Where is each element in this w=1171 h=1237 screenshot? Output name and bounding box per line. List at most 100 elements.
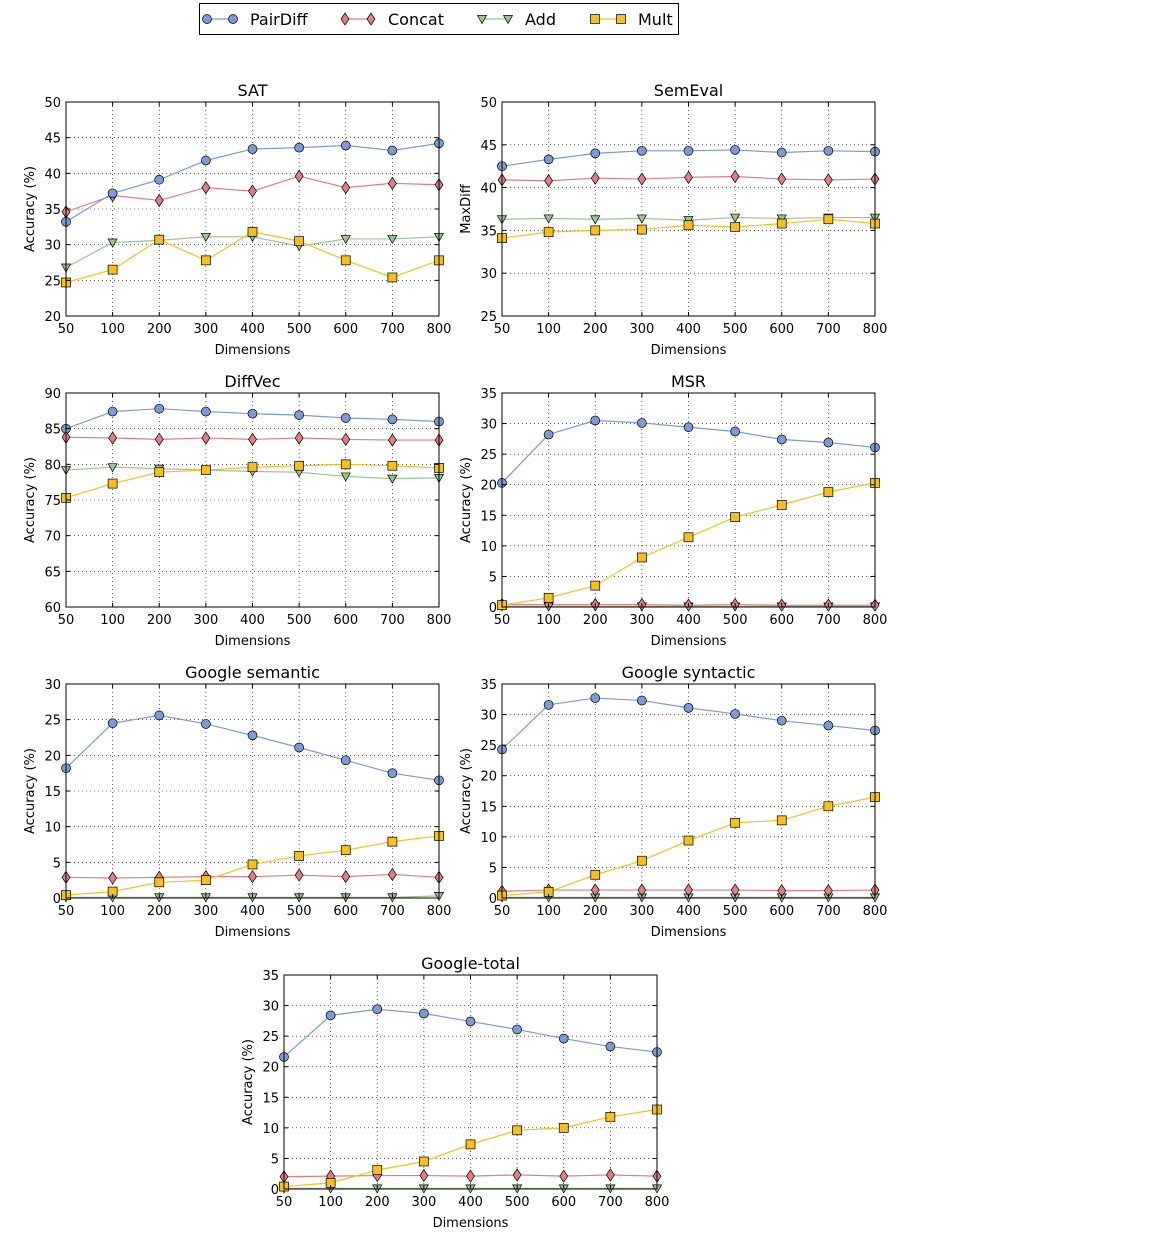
plot-area xyxy=(66,393,439,607)
point-mult xyxy=(247,462,258,473)
y-tick-label: 15 xyxy=(262,1091,279,1106)
x-tick-label: 400 xyxy=(240,613,265,628)
point-pairdiff xyxy=(823,145,834,156)
point-concat xyxy=(466,1169,475,1183)
y-tick-label: 0 xyxy=(489,892,497,907)
x-axis-label: Dimensions xyxy=(433,1216,509,1231)
x-axis-label: Dimensions xyxy=(651,343,727,358)
y-axis-label: Accuracy (%) xyxy=(241,1039,256,1125)
x-tick-label: 400 xyxy=(240,904,265,919)
x-tick-label: 300 xyxy=(629,613,654,628)
y-tick-label: 35 xyxy=(262,969,279,984)
chart-google-semantic: 50 100 200 300 400 500 600 700 800 0 5 10 15 20 25 30 Go… xyxy=(23,663,451,940)
x-tick-label: 500 xyxy=(723,322,748,337)
point-mult xyxy=(201,875,211,886)
point-pairdiff xyxy=(512,1024,522,1035)
y-tick-label: 0 xyxy=(53,892,61,907)
x-axis-label: Dimensions xyxy=(215,634,291,649)
chart-title: Google semantic xyxy=(185,663,320,682)
point-pairdiff xyxy=(543,429,554,440)
y-axis-label: Accuracy (%) xyxy=(459,748,474,834)
point-concat xyxy=(419,1168,429,1183)
x-tick-label: 50 xyxy=(58,904,75,919)
point-mult xyxy=(201,465,211,475)
point-mult xyxy=(340,845,351,856)
point-pairdiff xyxy=(340,140,351,151)
x-tick-label: 700 xyxy=(380,613,405,628)
y-tick-label: 40 xyxy=(480,182,497,197)
chart-google-syntactic: 50 100 200 300 400 500 600 700 800 0 5 10 15 20 25 30 35… xyxy=(459,663,887,940)
point-mult xyxy=(823,487,834,497)
legend-label-add: Add xyxy=(525,10,556,29)
x-tick-label: 300 xyxy=(193,613,218,628)
y-tick-label: 50 xyxy=(480,96,497,111)
point-concat xyxy=(154,193,164,208)
point-concat xyxy=(387,176,397,190)
x-tick-label: 50 xyxy=(58,613,75,628)
point-pairdiff xyxy=(387,145,398,156)
point-concat xyxy=(823,173,833,187)
point-mult xyxy=(294,851,304,861)
x-tick-label: 400 xyxy=(676,322,701,337)
point-pairdiff xyxy=(294,742,304,753)
point-mult xyxy=(776,218,787,229)
y-tick-label: 80 xyxy=(44,458,61,473)
x-tick-label: 500 xyxy=(287,904,312,919)
legend-item-add: Add xyxy=(476,10,556,29)
chart-title: MSR xyxy=(671,372,706,391)
point-pairdiff xyxy=(107,718,118,729)
y-tick-label: 35 xyxy=(44,203,61,218)
x-tick-label: 200 xyxy=(365,1195,390,1210)
x-tick-label: 800 xyxy=(427,322,452,337)
legend-item-pairdiff: PairDiff xyxy=(202,10,309,29)
x-tick-label: 700 xyxy=(816,904,841,919)
point-pairdiff xyxy=(154,403,165,414)
point-concat xyxy=(341,180,351,195)
y-axis-label: Accuracy (%) xyxy=(23,748,38,834)
point-concat xyxy=(387,867,397,882)
point-mult xyxy=(512,1125,522,1136)
point-pairdiff xyxy=(340,755,351,766)
y-axis-label: Accuracy (%) xyxy=(23,166,38,252)
point-concat xyxy=(294,169,304,183)
x-tick-label: 800 xyxy=(863,904,888,919)
point-add xyxy=(543,214,554,224)
point-pairdiff xyxy=(590,148,601,159)
legend-item-mult: Mult xyxy=(590,10,673,29)
chart-sat: 50 100 200 300 400 500 600 700 800 20 25 30 35 40 45 50… xyxy=(23,81,451,358)
x-axis-label: Dimensions xyxy=(215,343,291,358)
x-tick-label: 100 xyxy=(100,613,125,628)
x-tick-label: 600 xyxy=(333,322,358,337)
y-tick-label: 30 xyxy=(262,1000,279,1015)
x-tick-label: 800 xyxy=(427,613,452,628)
y-tick-label: 5 xyxy=(271,1152,279,1167)
point-concat xyxy=(248,869,257,884)
x-tick-label: 400 xyxy=(676,904,701,919)
chart-diffvec: 50 100 200 300 400 500 600 700 800 60 65 70 75 80 85 90… xyxy=(23,372,451,649)
y-tick-label: 25 xyxy=(44,274,61,289)
point-concat xyxy=(201,180,211,195)
x-tick-label: 300 xyxy=(193,322,218,337)
x-tick-label: 800 xyxy=(863,613,888,628)
point-mult xyxy=(558,1123,569,1133)
point-concat xyxy=(559,1169,569,1183)
point-mult xyxy=(340,255,351,266)
series-layer xyxy=(60,403,445,503)
x-axis-label: Dimensions xyxy=(215,925,291,940)
point-add xyxy=(107,238,118,248)
point-pairdiff xyxy=(247,408,258,419)
legend-label-mult: Mult xyxy=(638,10,673,29)
x-tick-label: 600 xyxy=(333,613,358,628)
point-mult xyxy=(107,264,118,275)
plot-area xyxy=(284,975,657,1189)
y-tick-label: 5 xyxy=(489,861,497,876)
point-pairdiff xyxy=(730,145,740,155)
y-tick-label: 25 xyxy=(480,739,497,754)
x-tick-label: 100 xyxy=(100,322,125,337)
point-pairdiff xyxy=(683,702,694,713)
point-concat xyxy=(730,169,740,184)
x-tick-label: 700 xyxy=(380,904,405,919)
y-axis-label: MaxDiff xyxy=(459,183,474,233)
point-mult xyxy=(247,859,258,870)
point-add xyxy=(340,235,351,245)
